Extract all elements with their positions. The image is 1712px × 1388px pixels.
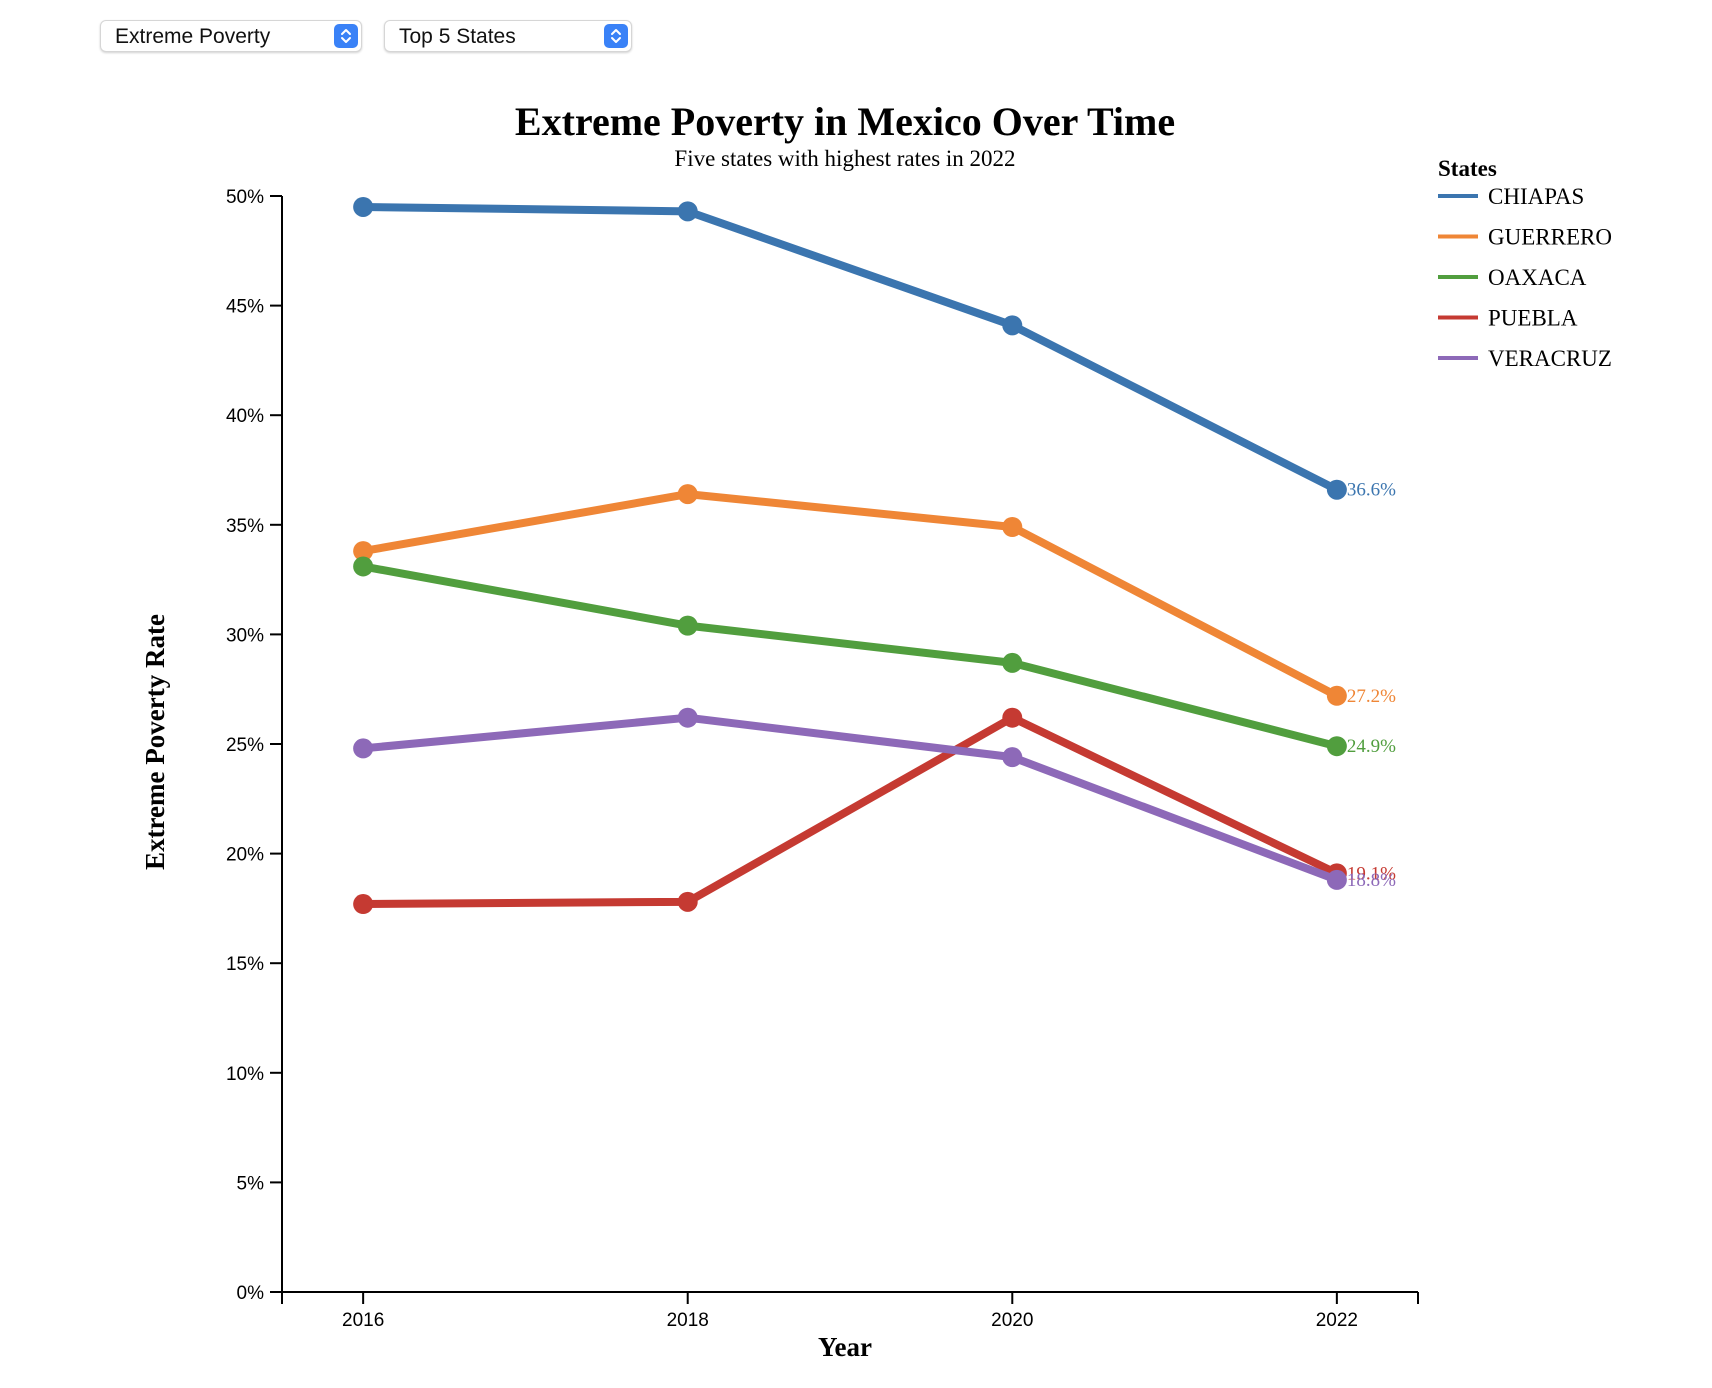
series-line-oaxaca [359, 562, 1341, 751]
legend-label: VERACRUZ [1488, 346, 1612, 371]
data-point-puebla [353, 894, 374, 915]
data-point-chiapas [353, 196, 374, 217]
data-point-guerrero [1326, 685, 1347, 706]
y-tick-label: 0% [237, 1283, 265, 1304]
data-point-oaxaca [353, 556, 374, 577]
legend-label: PUEBLA [1488, 306, 1578, 331]
filter-select[interactable]: Top 5 States [384, 20, 632, 52]
y-tick-label: 25% [226, 735, 264, 756]
data-point-veracruz [353, 738, 374, 759]
y-tick-label: 5% [237, 1173, 265, 1194]
data-point-puebla [677, 891, 698, 912]
legend-label: CHIAPAS [1488, 184, 1584, 209]
data-point-chiapas [1002, 315, 1023, 336]
end-value-label: 36.6% [1347, 480, 1396, 501]
data-point-chiapas [677, 201, 698, 222]
y-tick-label: 40% [226, 406, 264, 427]
series-line-chiapas [359, 202, 1341, 494]
y-tick-label: 20% [226, 845, 264, 866]
x-axis-label: Year [818, 1332, 872, 1362]
data-point-oaxaca [677, 615, 698, 636]
x-tick-label: 2020 [991, 1310, 1033, 1331]
x-tick-label: 2018 [667, 1310, 709, 1331]
x-tick-label: 2016 [342, 1310, 384, 1331]
legend-label: GUERRERO [1488, 225, 1612, 250]
y-tick-label: 30% [226, 625, 264, 646]
series-line-puebla [359, 713, 1341, 909]
data-point-oaxaca [1002, 652, 1023, 673]
metric-select[interactable]: Extreme Poverty [100, 20, 362, 52]
data-point-guerrero [353, 541, 374, 562]
data-point-veracruz [677, 707, 698, 728]
end-value-label: 24.9% [1347, 736, 1396, 757]
end-value-label: 18.8% [1347, 870, 1396, 891]
y-tick-label: 10% [226, 1064, 264, 1085]
y-tick-label: 15% [226, 954, 264, 975]
data-point-veracruz [1326, 869, 1347, 890]
data-point-puebla [1002, 707, 1023, 728]
end-value-label: 19.1% [1347, 863, 1396, 884]
metric-select-value: Extreme Poverty [115, 25, 271, 48]
data-point-guerrero [677, 484, 698, 505]
filter-select-value: Top 5 States [399, 25, 516, 48]
legend-label: OAXACA [1488, 265, 1587, 290]
data-point-chiapas [1326, 479, 1347, 500]
legend-title: States [1438, 156, 1497, 181]
x-tick-label: 2022 [1316, 1310, 1358, 1331]
chevron-updown-icon [334, 24, 358, 48]
y-axis-label: Extreme Poverty Rate [140, 614, 170, 870]
data-point-guerrero [1002, 516, 1023, 537]
chevron-updown-icon [604, 24, 628, 48]
data-point-oaxaca [1326, 736, 1347, 757]
series-line-guerrero [359, 490, 1341, 700]
y-tick-label: 35% [226, 516, 264, 537]
end-value-label: 27.2% [1347, 686, 1396, 707]
chart-subtitle: Five states with highest rates in 2022 [674, 146, 1015, 171]
y-tick-label: 50% [226, 187, 264, 208]
data-point-veracruz [1002, 747, 1023, 768]
series-line-veracruz [359, 713, 1341, 884]
y-tick-label: 45% [226, 297, 264, 318]
chart-title: Extreme Poverty in Mexico Over Time [515, 99, 1175, 144]
